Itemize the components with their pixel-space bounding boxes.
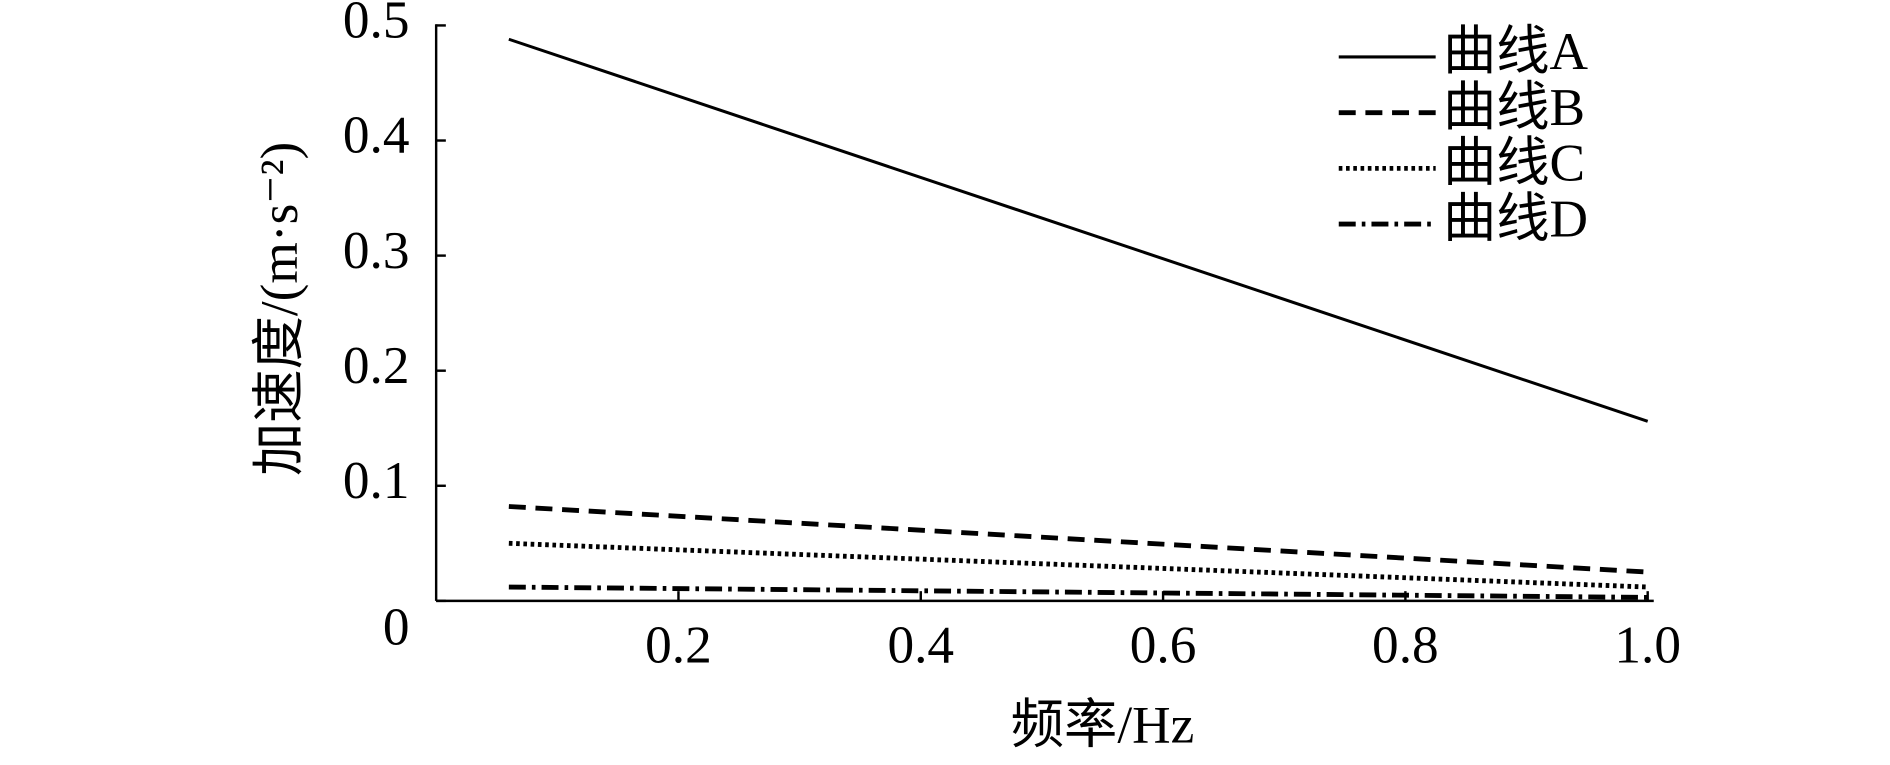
y-tick-label: 0 [383,598,410,657]
y-axis-label: 加速度/(m·s⁻²) [250,142,309,476]
x-tick-label: 0.8 [1372,616,1439,675]
series-line [508,540,1648,590]
legend-label: 曲线A [1443,22,1589,81]
x-axis-label: 频率/Hz [1011,696,1195,755]
x-tick-label: 0.2 [645,616,712,675]
legend-label: 曲线B [1443,78,1585,137]
y-tick-label: 0.3 [343,221,410,280]
legend-label: 曲线D [1443,189,1588,248]
x-tick-label: 0.4 [887,616,954,675]
y-tick-label: 0.2 [343,336,410,395]
legend-label: 曲线C [1443,134,1585,193]
y-tick-label: 0.5 [343,0,410,50]
series-line [508,584,1648,600]
series-line [508,37,1649,423]
x-tick-label: 1.0 [1614,616,1681,675]
y-tick-label: 0.1 [343,451,410,510]
y-tick-label: 0.4 [343,106,410,165]
series-line [508,504,1648,575]
x-tick-label: 0.6 [1130,616,1197,675]
